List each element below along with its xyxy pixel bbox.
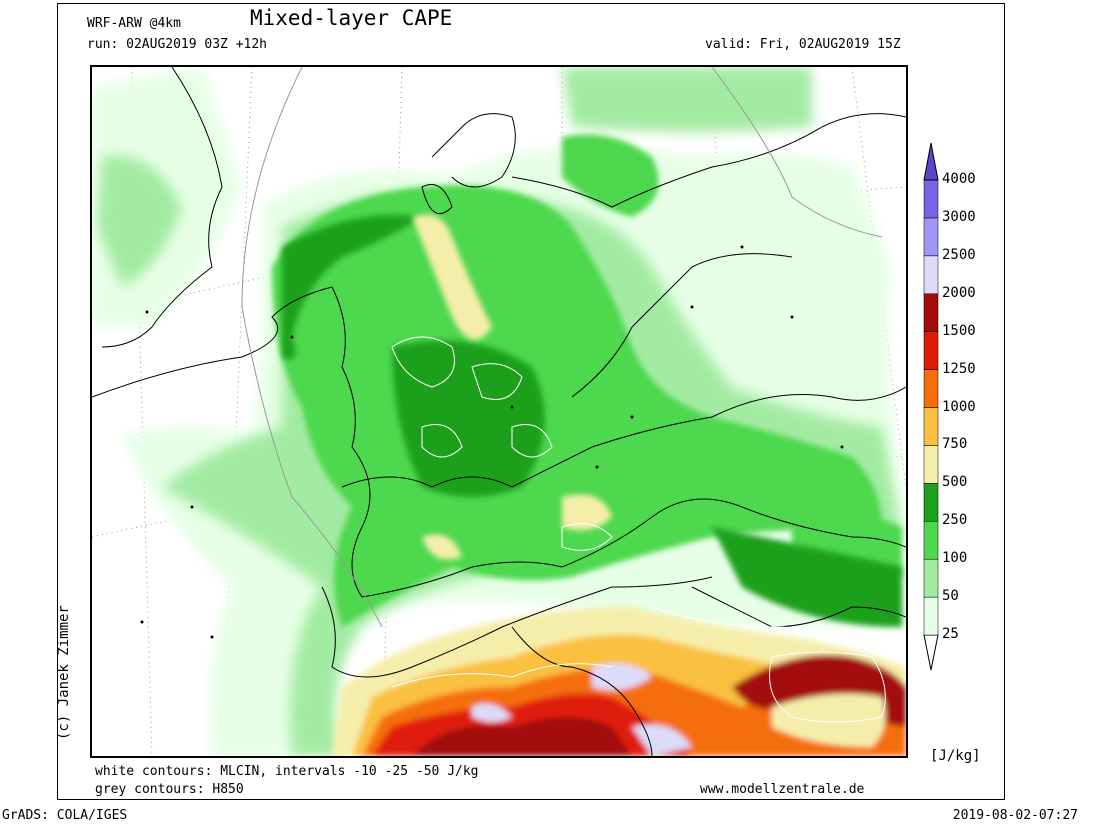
mlcin-note: white contours: MLCIN, intervals -10 -25… <box>95 764 479 779</box>
color-legend <box>918 140 1008 680</box>
legend-arrow-low <box>923 634 939 671</box>
model-label: WRF-ARW @4km <box>87 16 181 31</box>
h850-note: grey contours: H850 <box>95 782 244 797</box>
timestamp-label: 2019-08-02-07:27 <box>952 808 1078 823</box>
legend-tick-label: 100 <box>942 550 968 567</box>
cape-map <box>90 65 908 758</box>
legend-tick-label: 750 <box>942 436 968 453</box>
legend-tick-label: 50 <box>942 588 959 605</box>
legend-tick-label: 2500 <box>942 246 976 263</box>
legend-tick-label: 2000 <box>942 284 976 301</box>
legend-swatch <box>923 217 939 257</box>
legend-tick-label: 3000 <box>942 208 976 225</box>
legend-unit: [J/kg] <box>930 748 981 764</box>
legend-tick-label: 500 <box>942 474 968 491</box>
cape-south-region <box>332 607 906 756</box>
legend-arrow-high <box>923 142 939 181</box>
city-markers <box>140 245 844 639</box>
legend-bar <box>923 142 939 671</box>
cape-500-areas <box>412 214 612 560</box>
legend-tick-label: 25 <box>942 626 959 642</box>
legend-swatch <box>923 407 939 446</box>
legend-tick-label: 1000 <box>942 398 976 415</box>
map-canvas <box>92 67 906 756</box>
legend-swatch <box>923 445 939 484</box>
grads-label: GrADS: COLA/IGES <box>2 808 128 823</box>
legend-swatch <box>923 293 939 332</box>
country-borders <box>92 67 906 756</box>
legend-tick-label: 4000 <box>942 171 976 187</box>
mlcin-contours <box>391 336 893 723</box>
legend-swatch <box>923 255 939 295</box>
legend-tick-label: 1250 <box>942 360 976 377</box>
copyright-label: (c) Janek Zimmer <box>56 605 72 740</box>
legend-tick-label: 250 <box>942 512 968 529</box>
chart-title: Mixed-layer CAPE <box>250 6 453 30</box>
legend-swatch <box>923 331 939 370</box>
cape-250-areas <box>282 215 902 627</box>
figure-frame <box>57 3 1005 800</box>
valid-label: valid: Fri, 02AUG2019 15Z <box>705 37 901 52</box>
legend-tick-label: 1500 <box>942 322 976 339</box>
h850-contours <box>241 67 883 628</box>
graticule <box>92 67 906 756</box>
legend-swatch <box>923 483 939 522</box>
legend-swatch <box>923 179 939 219</box>
legend-swatch <box>923 558 939 598</box>
legend-swatch <box>923 369 939 408</box>
run-label: run: 02AUG2019 03Z +12h <box>87 37 268 52</box>
legend-swatch <box>923 521 939 560</box>
website-label[interactable]: www.modellzentrale.de <box>700 782 865 797</box>
legend-swatch <box>923 596 939 636</box>
